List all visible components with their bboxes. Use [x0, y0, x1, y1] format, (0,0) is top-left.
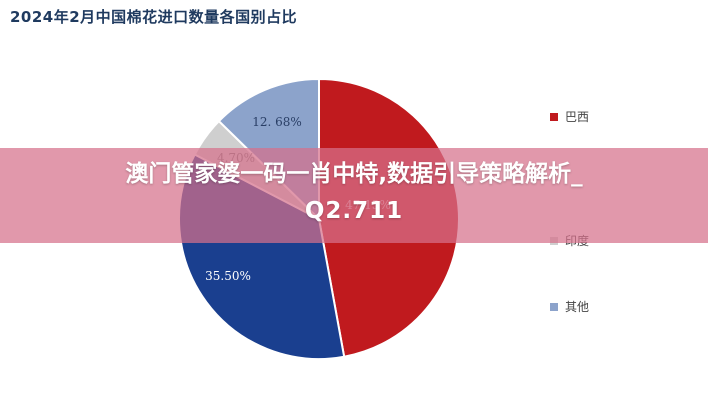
chart-title: 2024年2月中国棉花进口数量各国别占比: [10, 8, 298, 26]
watermark-text: 澳门管家婆一码一肖中特,数据引导策略解析_ Q2.711: [0, 156, 708, 230]
watermark-banner: [0, 148, 708, 243]
watermark-line-1: 澳门管家婆一码一肖中特,数据引导策略解析_: [125, 161, 583, 187]
watermark-line-2: Q2.711: [304, 198, 404, 224]
legend-item-other: 其他: [550, 298, 589, 315]
legend-label-other: 其他: [565, 300, 590, 314]
data-label-other: 12. 68%: [252, 115, 302, 129]
data-label-usa: 35.50%: [205, 269, 251, 283]
legend-swatch-brazil: [550, 112, 558, 121]
legend-item-brazil: 巴西: [550, 108, 589, 125]
legend-label-brazil: 巴西: [565, 110, 590, 124]
legend-swatch-other: [550, 302, 558, 311]
